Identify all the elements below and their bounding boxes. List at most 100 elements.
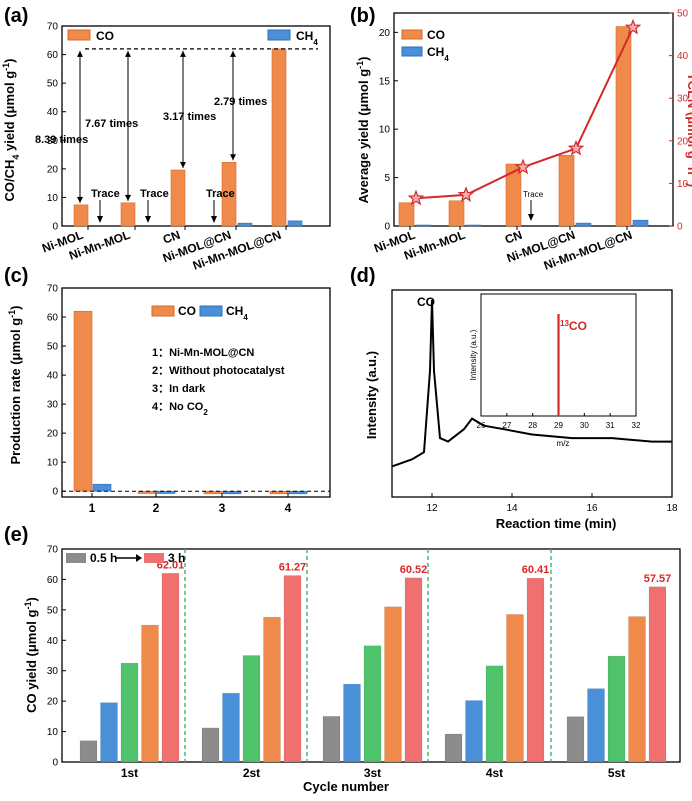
panel-d-xlabel: Reaction time (min): [496, 516, 617, 531]
bar-1h: [222, 692, 240, 763]
panel-e-label: (e): [4, 524, 28, 546]
trace-arrowhead: [211, 216, 217, 223]
bar-co: [505, 163, 522, 227]
panel-c-frame: [61, 287, 331, 498]
panel-c-ytick-label: 60: [47, 313, 59, 324]
ratio-arrowhead-down: [125, 194, 131, 201]
bar-3h: [283, 575, 302, 763]
panel-b-ylabel: Average yield (μmol g-1): [355, 57, 371, 204]
bar-co: [615, 26, 632, 227]
bar-1h: [100, 702, 118, 763]
value-label: 57.57: [644, 573, 672, 585]
peak-label: CO: [417, 295, 435, 309]
panel-d: (d) 12 14 16 18 Reaction time (min) Intensi…: [350, 265, 678, 531]
inset-xtick-label: 27: [502, 421, 511, 430]
panel-b-ytick-label: 20: [379, 28, 391, 39]
panel-a-ytick-label: 0: [52, 222, 58, 233]
bar-1_5h: [485, 665, 504, 763]
legend-ch4-label: CH4: [226, 304, 248, 322]
legend-co-swatch: [401, 29, 423, 40]
panel-d-xtick-label: 14: [506, 503, 518, 514]
bar-2h: [384, 606, 402, 763]
value-label: 60.41: [522, 564, 550, 576]
panel-e-ytick-label: 50: [47, 605, 59, 616]
bar-0_5h: [322, 716, 341, 763]
panel-a-ytick-label: 20: [47, 164, 59, 175]
panel-c-ytick-label: 40: [47, 371, 59, 382]
inset-xtick-label: 28: [528, 421, 537, 430]
trace-label: Trace: [523, 190, 544, 199]
panel-c-ylabel: Production rate (μmol g-1): [7, 306, 23, 465]
legend-co-label: CO: [427, 28, 445, 42]
panel-b-y2-ytick-label: 30: [677, 94, 689, 105]
panel-c-ytick-label: 0: [52, 487, 58, 498]
bar-3h: [404, 577, 423, 763]
bar-1h: [587, 688, 605, 763]
inset-xtick-label: 26: [477, 421, 486, 430]
panel-b-y2-ytick-label: 10: [677, 179, 689, 190]
legend-co-label: CO: [178, 304, 196, 318]
condition-1: 1：Ni-Mn-MOL@CN: [152, 347, 254, 359]
bar-ch4: [92, 483, 112, 492]
inset-xtick-label: 29: [554, 421, 563, 430]
panel-c-ytick-label: 10: [47, 458, 59, 469]
bar-1h: [465, 700, 483, 763]
inset-ylabel: Intensity (a.u.): [469, 329, 478, 380]
bar-0_5h: [79, 740, 98, 763]
panel-e-ytick-label: 40: [47, 636, 59, 647]
panel-e-xlabel: Cycle number: [303, 779, 389, 794]
panel-e-category-label: 3st: [364, 766, 381, 780]
panel-a-ylabel: CO/CH4 yield (μmol g-1): [1, 58, 21, 201]
panel-c: (c) 0 10 20 30 40 50 60 70 1 2 3 4 Production rate…: [4, 265, 331, 515]
panel-d-label: (d): [350, 265, 376, 287]
panel-a-category-label: CN: [161, 228, 182, 247]
panel-c-ytick-label: 50: [47, 342, 59, 353]
legend-start-label: 0.5 h: [90, 551, 117, 565]
panel-e-ytick-label: 70: [47, 545, 59, 556]
bar-co: [170, 169, 186, 227]
panel-a-label: (a): [4, 5, 28, 27]
tcen-point: [457, 186, 475, 202]
panel-b-category-label: CN: [503, 228, 524, 247]
value-label: 60.52: [400, 564, 428, 576]
ratio-arrowhead-up: [180, 50, 186, 57]
panel-d-frame: [391, 289, 673, 498]
inset-xtick-label: 32: [632, 421, 641, 430]
ratio-arrowhead-up: [77, 50, 83, 57]
panel-c-ytick-label: 20: [47, 429, 59, 440]
panel-c-category-label: 4: [285, 501, 292, 515]
bar-ch4: [632, 219, 649, 227]
panel-c-ytick-label: 70: [47, 284, 59, 295]
ratio-arrowhead-down: [180, 162, 186, 168]
trace-arrowhead: [528, 214, 534, 221]
bar-co: [448, 200, 465, 227]
legend-ch4-label: CH4: [296, 29, 318, 47]
tcen-point: [514, 158, 532, 175]
ratio-arrowhead-up: [125, 50, 131, 57]
legend-ch4-swatch: [401, 46, 423, 57]
condition-4: 4：No CO2: [152, 401, 208, 417]
bar-co: [558, 155, 575, 227]
condition-2: 2：Without photocatalyst: [152, 365, 285, 377]
bar-0_5h: [444, 733, 463, 763]
panel-c-ytick-label: 30: [47, 400, 59, 411]
legend-co-swatch: [151, 305, 175, 317]
value-label: 61.27: [279, 562, 307, 574]
panel-b-ytick-label: 5: [384, 173, 390, 184]
bar-1h: [343, 683, 361, 763]
panel-c-category-label: 1: [89, 501, 96, 515]
bar-ch4: [465, 224, 482, 227]
bar-2h: [506, 614, 524, 763]
trace-label-2: Trace: [140, 188, 169, 200]
tcen-point: [624, 18, 642, 35]
panel-a-ytick-label: 40: [47, 107, 59, 118]
panel-b-ytick-label: 15: [379, 76, 391, 87]
panel-b-ytick-label: 10: [379, 125, 391, 136]
panel-e-ytick-label: 10: [47, 727, 59, 738]
bar-ch4: [237, 222, 253, 227]
legend-end-label: 3 h: [168, 551, 185, 565]
legend-co-swatch: [67, 29, 91, 41]
